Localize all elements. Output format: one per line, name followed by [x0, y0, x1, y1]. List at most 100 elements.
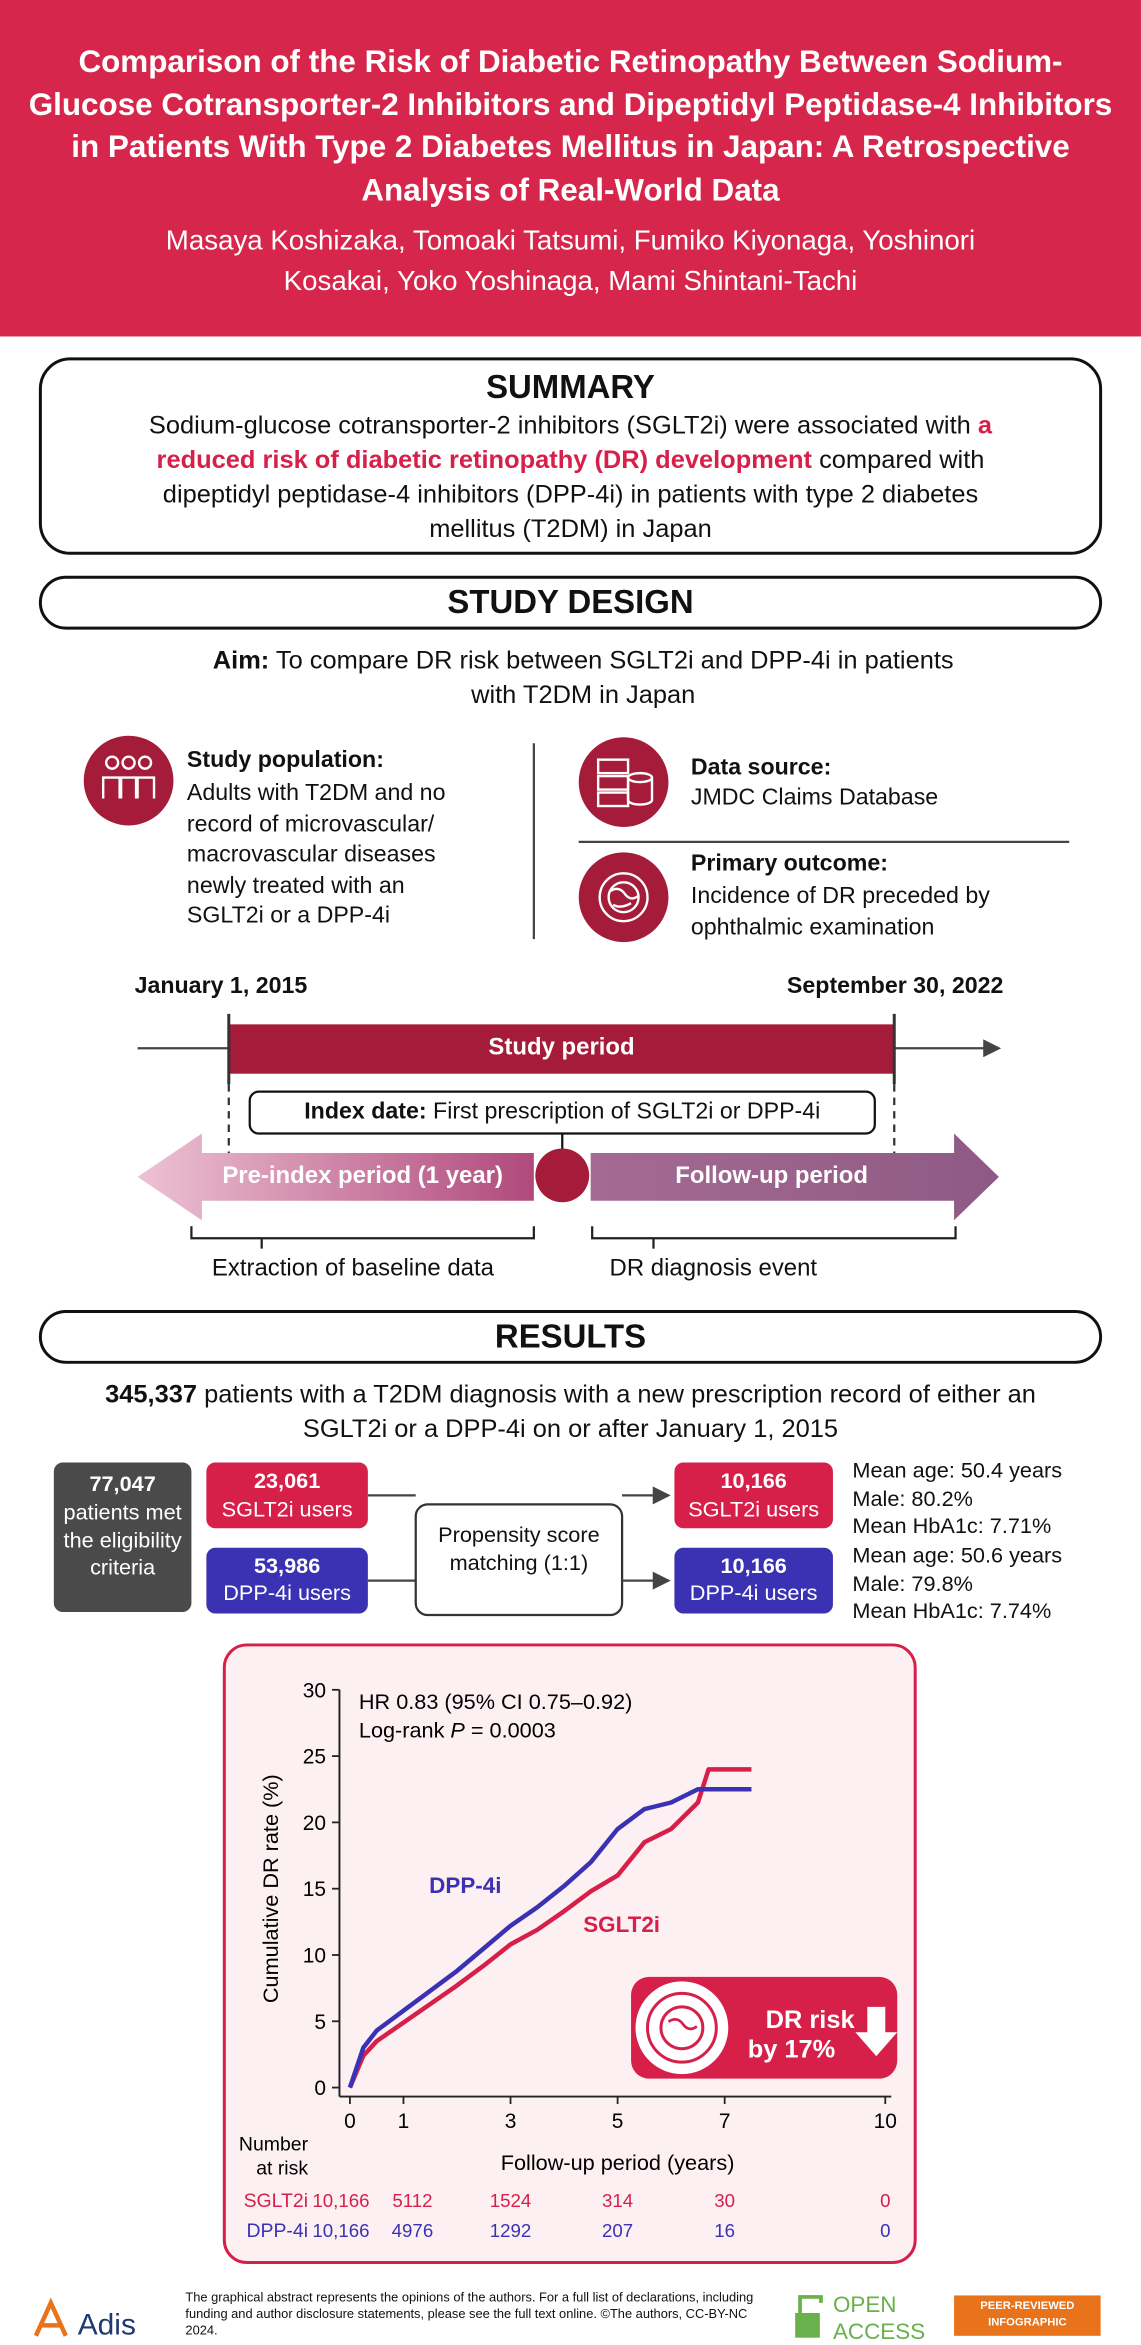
study-period: Study period — [488, 1034, 635, 1061]
badge-text: DR risk — [766, 2006, 856, 2034]
summary-highlight: a reduced risk of diabetic retinopathy (… — [156, 411, 993, 475]
matched-dpp4-label: DPP-4i users — [689, 1582, 818, 1607]
header-band — [0, 0, 1141, 337]
aim-text: To compare DR risk between SGLT2i and DP… — [275, 646, 954, 709]
x-tick-label: 1 — [398, 2110, 410, 2133]
risk-title-line: Number — [239, 2133, 309, 2155]
stat: Mean HbA1c: 7.71% — [852, 1514, 1052, 1539]
stat: Male: 80.2% — [852, 1487, 973, 1512]
y-tick-label: 15 — [303, 1878, 326, 1901]
summary-text: Sodium-glucose cotransporter-2 inhibitor… — [148, 411, 971, 440]
summary-text: Sodium-glucose cotransporter-2 inhibitor… — [120, 408, 1022, 546]
logrank-annotation: Log-rank P = 0.0003 — [359, 1718, 556, 1743]
risk-row-name: DPP-4i — [246, 2220, 308, 2242]
risk-value: 10,166 — [312, 2220, 369, 2241]
results-intro: 345,337 patients with a T2DM diagnosis w… — [90, 1377, 1052, 1446]
open-access-logo — [795, 2295, 823, 2338]
summary-text: compared with dipeptidyl peptidase-4 inh… — [162, 445, 985, 543]
y-axis-title: Cumulative DR rate (%) — [258, 1774, 283, 2003]
risk-value: 10,166 — [312, 2190, 369, 2211]
baseline-label: Extraction of baseline data — [211, 1256, 494, 1282]
eye-icon — [578, 852, 669, 943]
stat: Mean age: 50.6 years — [852, 1544, 1063, 1569]
study-period-bar — [228, 1024, 895, 1074]
series-label: DPP-4i — [429, 1873, 501, 1898]
dpp4-label: DPP-4i users — [223, 1582, 351, 1607]
badge-text: by 17% — [748, 2036, 836, 2064]
series-label: SGLT2i — [583, 1912, 660, 1937]
matched-dpp4-count: 10,166 — [720, 1555, 787, 1580]
chart-panel — [222, 1643, 917, 2265]
index-label: Index date: — [304, 1099, 427, 1125]
follow-up-label: Follow-up period — [675, 1163, 868, 1189]
eligible-text: patients met the eligibility criteria — [63, 1501, 182, 1581]
timeline-end: September 30, 2022 — [786, 973, 1004, 999]
risk-value: 5112 — [392, 2190, 432, 2211]
open-access: ACCESS — [833, 2319, 925, 2344]
index-text: First prescription of SGLT2i or DPP-4i — [433, 1099, 821, 1125]
risk-value: 0 — [880, 2190, 890, 2211]
stat: Mean HbA1c: 7.74% — [852, 1600, 1052, 1625]
aim: Aim: To compare DR risk between SGLT2i a… — [209, 643, 957, 712]
section-heading: RESULTS — [494, 1317, 647, 1355]
matching-text: Propensity score matching (1:1) — [438, 1523, 600, 1577]
matched-dpp4-box — [674, 1547, 833, 1614]
dpp4-count: 53,986 — [253, 1555, 321, 1580]
y-tick-label: 5 — [314, 2011, 326, 2034]
data-source-label: Data source: — [690, 755, 832, 781]
authors: Masaya Koshizaka, Tomoaki Tatsumi, Fumik… — [165, 224, 976, 297]
peer-reviewed: PEER-REVIEWED INFOGRAPHIC — [980, 2298, 1075, 2328]
population-label: Study population: — [186, 747, 384, 774]
matched-sglt2-box — [674, 1462, 833, 1529]
section-heading: STUDY DESIGN — [447, 583, 694, 621]
pre-index-label: Pre-index period (1 year) — [222, 1163, 503, 1189]
sglt2-label: SGLT2i users — [221, 1498, 353, 1523]
x-tick-label: 3 — [505, 2110, 517, 2133]
dpp4-stats: Mean age: 50.6 years Male: 79.8% Mean Hb… — [852, 1543, 1062, 1626]
outcome-text: Incidence of DR preceded by ophthalmic e… — [690, 883, 990, 941]
eligible-count: 77,047 — [89, 1472, 156, 1497]
open-access: OPEN — [833, 2292, 897, 2317]
risk-badge — [631, 1976, 898, 2079]
bracket — [591, 1226, 957, 1249]
section-pill — [38, 575, 1103, 630]
total-count: 345,337 — [105, 1380, 197, 1409]
population-text: Adults with T2DM and no record of microv… — [186, 780, 446, 929]
total-text: patients with a T2DM diagnosis with a ne… — [204, 1380, 1036, 1444]
sglt2-stats: Mean age: 50.4 years Male: 80.2% Mean Hb… — [852, 1458, 1062, 1541]
publisher: Adis — [78, 2308, 136, 2341]
publisher-logo — [33, 2297, 68, 2337]
disclaimer: The graphical abstract represents the op… — [185, 2289, 754, 2338]
risk-value: 207 — [602, 2220, 633, 2241]
x-tick-label: 7 — [719, 2110, 731, 2133]
summary-box — [38, 357, 1103, 555]
y-tick-label: 20 — [303, 1812, 326, 1835]
sglt2-box — [206, 1462, 368, 1529]
km-curve — [347, 1787, 752, 2089]
risk-value: 1524 — [490, 2190, 532, 2211]
risk-value: 314 — [602, 2190, 633, 2211]
risk-value: 4976 — [392, 2220, 434, 2241]
outcome-label: Primary outcome: — [690, 850, 888, 877]
risk-title: Number at risk — [239, 2133, 309, 2179]
matched-sglt2-label: SGLT2i users — [688, 1498, 820, 1523]
title: Comparison of the Risk of Diabetic Retin… — [28, 44, 1113, 208]
risk-value: 1292 — [490, 2220, 532, 2241]
logrank-part: Log-rank — [359, 1718, 445, 1743]
risk-value: 0 — [880, 2220, 890, 2241]
hr-annotation: HR 0.83 (95% CI 0.75–0.92) — [359, 1689, 632, 1714]
x-tick-label: 5 — [612, 2110, 624, 2133]
matching-box — [414, 1503, 624, 1617]
stat: Mean age: 50.4 years — [852, 1459, 1063, 1484]
bracket — [190, 1226, 535, 1249]
database-icon — [578, 737, 669, 827]
section-pill — [38, 1309, 1103, 1364]
pre-index-arrow — [137, 1133, 534, 1221]
timeline-start: January 1, 2015 — [134, 973, 308, 999]
x-axis-title: Follow-up period (years) — [501, 2150, 735, 2175]
km-chart: 0 5 10 15 20 25 30 0 1 3 5 7 10 Cumulative DR rate (%… — [239, 1679, 897, 2242]
peer-reviewed-badge — [954, 2295, 1101, 2336]
